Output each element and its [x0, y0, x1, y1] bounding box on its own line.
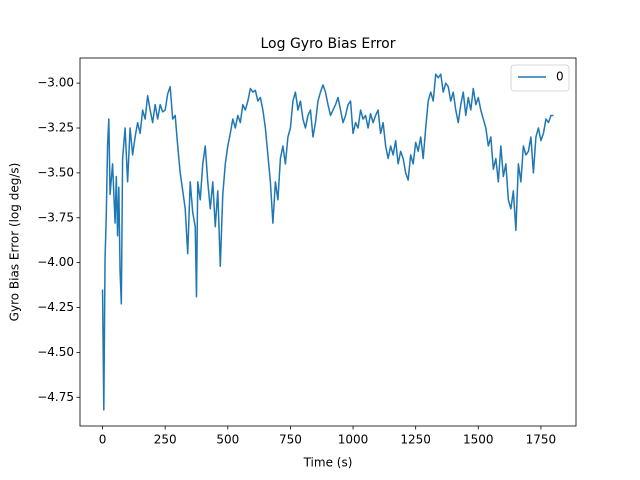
x-tick-label: 0	[99, 433, 107, 447]
x-tick-label: 250	[154, 433, 177, 447]
legend-label: 0	[556, 70, 564, 84]
x-axis-label: Time (s)	[303, 456, 353, 470]
data-line	[101, 73, 554, 411]
y-tick-label: −4.75	[37, 390, 74, 404]
legend-box	[510, 64, 570, 92]
y-tick-label: −3.75	[37, 210, 74, 224]
x-tick-label: 1000	[338, 433, 369, 447]
y-tick-label: −3.25	[37, 121, 74, 135]
x-tick-label: 1500	[463, 433, 494, 447]
x-tick-label: 750	[279, 433, 302, 447]
y-tick-label: −3.50	[37, 165, 74, 179]
y-tick-label: −3.00	[37, 76, 74, 90]
plot-frame	[79, 57, 577, 427]
y-axis-label: Gyro Bias Error (log deg/s)	[8, 163, 22, 322]
x-tick-label: 500	[216, 433, 239, 447]
y-tick-label: −4.25	[37, 300, 74, 314]
y-tick-label: −4.50	[37, 345, 74, 359]
x-tick-label: 1750	[526, 433, 557, 447]
chart-title: Log Gyro Bias Error	[261, 36, 396, 52]
x-tick-label: 1250	[400, 433, 431, 447]
y-tick-label: −4.00	[37, 255, 74, 269]
